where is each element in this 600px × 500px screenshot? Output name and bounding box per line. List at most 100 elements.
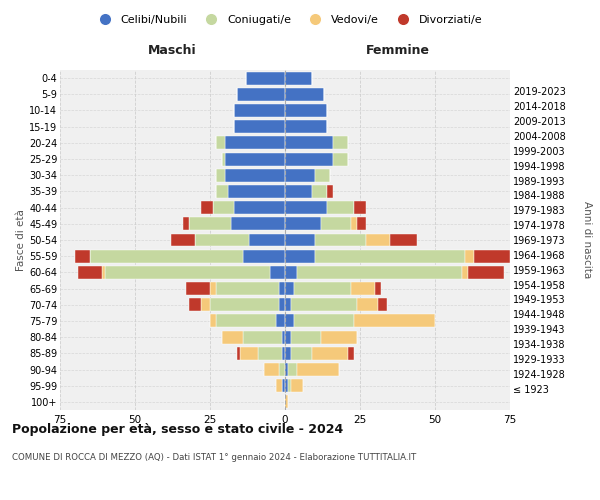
Bar	[279, 363, 285, 376]
Bar	[228, 185, 285, 198]
Bar	[291, 347, 312, 360]
Bar	[222, 152, 225, 166]
Bar	[105, 266, 270, 279]
Bar	[288, 379, 291, 392]
Bar	[282, 347, 285, 360]
Bar	[291, 298, 357, 311]
Bar	[201, 298, 210, 311]
Bar	[183, 218, 189, 230]
Y-axis label: Fasce di età: Fasce di età	[16, 209, 26, 271]
Bar	[351, 282, 375, 295]
Bar	[315, 250, 465, 262]
Bar	[474, 250, 510, 262]
Bar	[354, 201, 366, 214]
Bar	[234, 201, 285, 214]
Bar	[216, 136, 225, 149]
Bar	[285, 201, 327, 214]
Bar	[315, 169, 330, 181]
Bar	[279, 298, 285, 311]
Bar	[189, 218, 231, 230]
Bar	[375, 282, 381, 295]
Text: Popolazione per età, sesso e stato civile - 2024: Popolazione per età, sesso e stato civil…	[12, 422, 343, 436]
Bar	[465, 250, 474, 262]
Bar	[216, 314, 276, 328]
Bar	[240, 347, 258, 360]
Bar	[246, 72, 285, 85]
Bar	[78, 266, 102, 279]
Bar	[285, 169, 315, 181]
Bar	[357, 218, 366, 230]
Bar	[264, 363, 279, 376]
Bar	[225, 169, 285, 181]
Bar	[285, 379, 288, 392]
Bar	[285, 250, 315, 262]
Bar	[258, 347, 282, 360]
Bar	[285, 298, 291, 311]
Bar	[282, 379, 285, 392]
Text: COMUNE DI ROCCA DI MEZZO (AQ) - Dati ISTAT 1° gennaio 2024 - Elaborazione TUTTIT: COMUNE DI ROCCA DI MEZZO (AQ) - Dati IST…	[12, 452, 416, 462]
Bar	[357, 298, 378, 311]
Bar	[225, 136, 285, 149]
Bar	[285, 363, 288, 376]
Bar	[276, 314, 285, 328]
Bar	[297, 266, 462, 279]
Bar	[189, 298, 201, 311]
Bar	[294, 282, 351, 295]
Bar	[186, 282, 210, 295]
Bar	[201, 201, 213, 214]
Bar	[288, 363, 297, 376]
Bar	[462, 266, 468, 279]
Text: Femmine: Femmine	[365, 44, 430, 57]
Bar	[312, 347, 348, 360]
Bar	[210, 314, 216, 328]
Bar	[234, 120, 285, 133]
Bar	[294, 314, 354, 328]
Bar	[285, 136, 333, 149]
Bar	[234, 104, 285, 117]
Bar	[285, 218, 321, 230]
Bar	[222, 330, 243, 344]
Bar	[321, 330, 357, 344]
Bar	[285, 152, 333, 166]
Bar	[276, 379, 282, 392]
Bar	[243, 330, 282, 344]
Bar	[195, 234, 249, 246]
Bar	[327, 185, 333, 198]
Bar	[225, 152, 285, 166]
Bar	[333, 152, 348, 166]
Bar	[315, 234, 366, 246]
Bar	[321, 218, 351, 230]
Bar	[390, 234, 417, 246]
Bar	[270, 266, 285, 279]
Bar	[279, 282, 285, 295]
Bar	[216, 169, 225, 181]
Bar	[354, 314, 435, 328]
Legend: Celibi/Nubili, Coniugati/e, Vedovi/e, Divorziati/e: Celibi/Nubili, Coniugati/e, Vedovi/e, Di…	[89, 10, 487, 29]
Bar	[285, 104, 327, 117]
Bar	[348, 347, 354, 360]
Bar	[285, 185, 312, 198]
Bar	[291, 379, 303, 392]
Bar	[210, 298, 279, 311]
Bar	[102, 266, 105, 279]
Bar	[285, 396, 288, 408]
Bar	[285, 266, 297, 279]
Bar	[90, 250, 243, 262]
Bar	[291, 330, 321, 344]
Bar	[285, 72, 312, 85]
Bar	[327, 201, 354, 214]
Bar	[237, 347, 240, 360]
Bar	[378, 298, 387, 311]
Bar	[297, 363, 339, 376]
Bar	[216, 185, 228, 198]
Bar	[213, 201, 234, 214]
Y-axis label: Anni di nascita: Anni di nascita	[583, 202, 592, 278]
Bar	[351, 218, 357, 230]
Bar	[333, 136, 348, 149]
Bar	[285, 120, 327, 133]
Bar	[285, 88, 324, 101]
Bar	[285, 234, 315, 246]
Bar	[312, 185, 327, 198]
Bar	[237, 88, 285, 101]
Bar	[282, 330, 285, 344]
